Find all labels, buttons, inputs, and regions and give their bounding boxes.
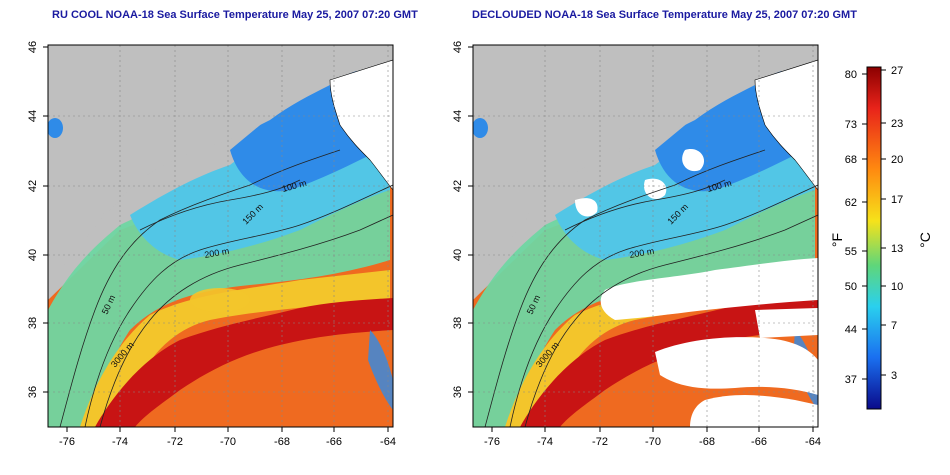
left-panel-title: RU COOL NOAA-18 Sea Surface Temperature … xyxy=(52,9,418,21)
contour-label: 200 m xyxy=(629,246,655,260)
y-tick-label: 42 xyxy=(27,180,39,192)
y-tick-label: 44 xyxy=(27,110,39,122)
fahrenheit-tick: 55 xyxy=(845,246,857,258)
celsius-tick: 3 xyxy=(891,370,897,382)
contour-label: 200 m xyxy=(204,246,230,260)
x-tick-label: -70 xyxy=(645,436,661,448)
celsius-tick: 17 xyxy=(891,194,903,206)
x-tick-label: -64 xyxy=(380,436,396,448)
y-tick-label: 36 xyxy=(27,386,39,398)
x-tick-label: -66 xyxy=(751,436,767,448)
celsius-tick: 10 xyxy=(891,281,903,293)
x-tick-label: -76 xyxy=(59,436,75,448)
y-tick-label: 38 xyxy=(27,317,39,329)
x-tick-label: -68 xyxy=(274,436,290,448)
celsius-tick: 27 xyxy=(891,65,903,77)
celsius-tick: 13 xyxy=(891,243,903,255)
y-tick-label: 38 xyxy=(452,317,464,329)
x-tick-label: -70 xyxy=(220,436,236,448)
y-tick-label: 46 xyxy=(452,41,464,53)
x-tick-label: -64 xyxy=(805,436,821,448)
fahrenheit-tick: 50 xyxy=(845,281,857,293)
x-tick-label: -72 xyxy=(592,436,608,448)
x-tick-label: -68 xyxy=(699,436,715,448)
fahrenheit-tick: 37 xyxy=(845,374,857,386)
colorbar-gradient xyxy=(866,66,882,410)
right-panel-title: DECLOUDED NOAA-18 Sea Surface Temperatur… xyxy=(472,9,857,21)
x-tick-label: -66 xyxy=(326,436,342,448)
x-tick-label: -74 xyxy=(112,436,128,448)
celsius-tick: 7 xyxy=(891,320,897,332)
fahrenheit-tick: 73 xyxy=(845,119,857,131)
x-tick-label: -74 xyxy=(537,436,553,448)
y-tick-label: 42 xyxy=(452,180,464,192)
y-tick-label: 40 xyxy=(27,249,39,261)
celsius-tick: 20 xyxy=(891,154,903,166)
y-tick-label: 40 xyxy=(452,249,464,261)
x-tick-label: -72 xyxy=(167,436,183,448)
celsius-unit-label: °C xyxy=(917,232,933,248)
y-tick-label: 36 xyxy=(452,386,464,398)
fahrenheit-tick: 44 xyxy=(845,324,857,336)
y-tick-label: 46 xyxy=(27,41,39,53)
fahrenheit-unit-label: °F xyxy=(829,233,845,247)
x-tick-label: -76 xyxy=(484,436,500,448)
y-tick-label: 44 xyxy=(452,110,464,122)
fahrenheit-tick: 68 xyxy=(845,154,857,166)
fahrenheit-tick: 62 xyxy=(845,197,857,209)
fahrenheit-tick: 80 xyxy=(845,69,857,81)
celsius-tick: 23 xyxy=(891,118,903,130)
